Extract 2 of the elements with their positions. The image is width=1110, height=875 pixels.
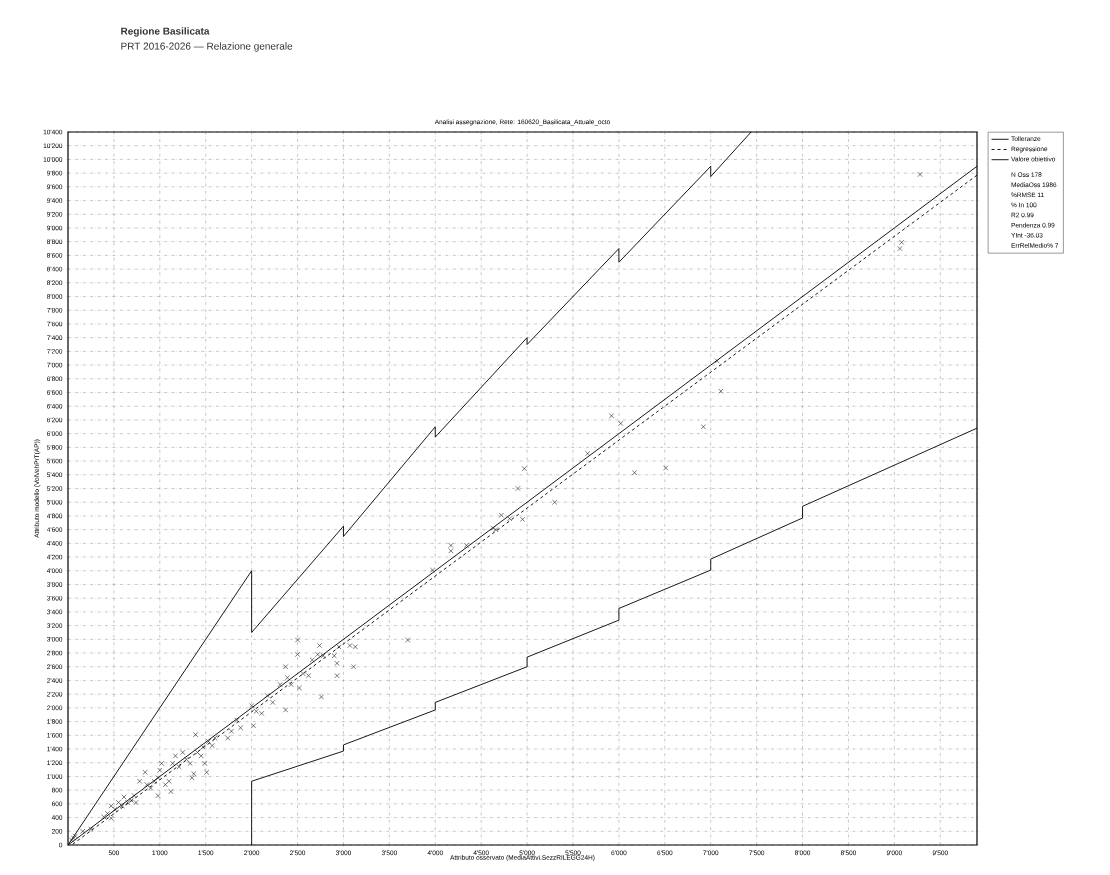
text: PRT 2016-2026 — Relazione generale <box>121 42 293 52</box>
text: Regione Basilicata <box>121 27 210 37</box>
